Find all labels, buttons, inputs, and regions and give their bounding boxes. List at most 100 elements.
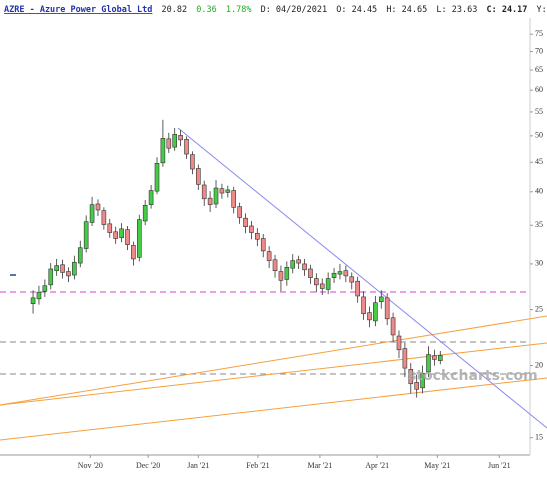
candle-body [314,278,319,286]
candle-body [36,291,42,300]
candle-body [225,189,231,193]
y-tick-label: 15 [535,433,543,442]
candle-body [396,335,402,351]
candle-body [89,204,95,223]
candle-body [101,210,107,225]
y-tick-label: 45 [535,157,543,166]
candle-body [343,270,349,277]
x-tick-label: Nov '20 [78,461,103,470]
volume: Y: 66.11 [537,5,547,15]
y-tick-label: 40 [535,187,543,196]
candle-body [373,302,378,322]
candle-body [284,266,290,280]
candle-body [231,190,237,208]
x-tick-label: Jan '21 [187,461,209,470]
candle-body [166,138,172,149]
candle-body [249,225,254,233]
candle-body [125,229,130,245]
x-tick-label: Apr '21 [365,461,389,470]
candle-body [296,259,301,264]
candle-body [160,138,166,164]
x-tick-label: Jun '21 [488,461,511,470]
trend-line [177,127,547,429]
candle-body [42,285,48,292]
candle-body [148,190,154,205]
candle-body [325,278,331,290]
candle-body [178,135,183,141]
symbol: AZRE - Azure Power Global Ltd [4,5,152,15]
candle-body [60,264,65,273]
candle-body [361,296,366,314]
candle-body [72,261,77,276]
candle-body [255,232,260,240]
candle-body [319,283,325,289]
candle-body [355,280,360,297]
candle-body [402,348,408,369]
candle-body [308,268,313,278]
watermark: stockcharts.com [408,368,538,384]
y-tick-label: 25 [535,304,543,313]
candle-body [432,355,437,360]
x-tick-label: May '21 [424,461,450,470]
candle-body [154,163,160,192]
candle-body [77,247,83,264]
date: D: 04/20/2021 [261,5,328,15]
candle-body [184,139,189,155]
candle-body [131,245,136,260]
candle-body [378,296,384,303]
y-tick-label: 30 [535,259,543,268]
y-tick-label: 75 [535,29,543,38]
candle-body [426,354,431,373]
x-tick-label: Feb '21 [246,461,269,470]
y-tick-label: 60 [535,85,543,94]
candle-body [196,168,201,185]
candle-body [278,271,284,281]
candle-body [437,355,443,361]
change-pct: 1.78% [226,5,252,15]
candle-body [367,312,372,321]
candle-body [290,260,296,269]
candle-body [54,265,59,271]
close: C: 24.17 [486,5,527,15]
candle-body [83,221,89,249]
trend-line [0,315,547,406]
y-tick-label: 65 [535,65,543,74]
candle-body [337,271,343,275]
candle-body [172,134,177,148]
candle-body [107,223,113,233]
candle-body [243,217,248,228]
candle-body [349,276,355,283]
candle-body [48,268,54,286]
candle-body [390,317,396,336]
y-tick-label: 50 [535,131,543,140]
open: O: 24.45 [336,5,377,15]
y-tick-label: 55 [535,107,543,116]
y-tick-label: 70 [535,46,543,55]
candle-body [384,297,390,320]
candle-body [302,263,307,271]
candle-body [136,219,142,258]
candle-body [207,197,213,205]
candle-body [237,206,242,218]
candles [30,119,443,398]
candle-body [66,271,71,277]
change: 0.36 [196,5,216,15]
high: H: 24.65 [386,5,427,15]
y-tick-label: 20 [535,360,543,369]
trend-line [0,377,547,441]
candle-body [119,228,124,239]
candle-body [331,272,337,278]
x-tick-label: Dec '20 [136,461,160,470]
candle-body [260,238,266,252]
candle-body [414,382,419,390]
candle-body [272,259,278,271]
candle-body [190,154,195,170]
candle-body [213,187,219,205]
candle-body [142,205,148,222]
candle-body [420,372,425,389]
candle-body [95,203,101,211]
candle-body [266,251,272,261]
low: L: 23.63 [436,5,477,15]
